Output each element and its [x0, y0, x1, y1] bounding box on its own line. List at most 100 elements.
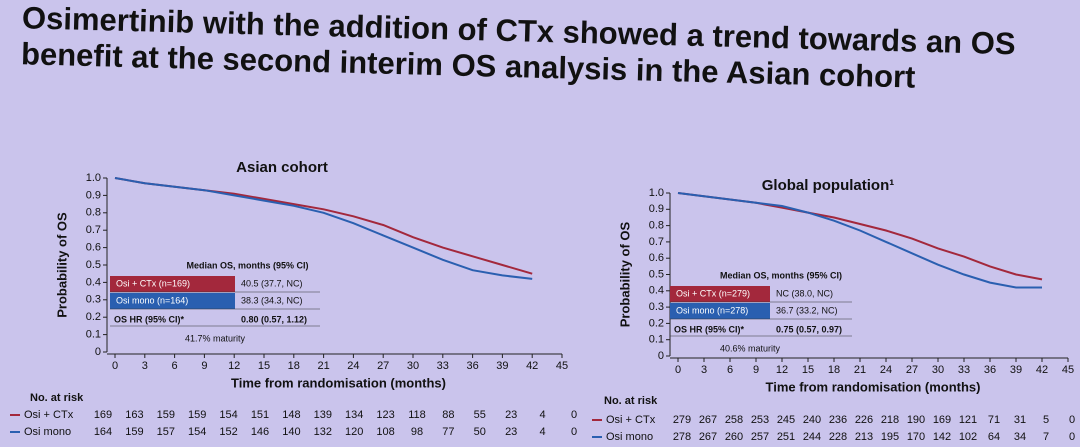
median-value: 40.5 (37.7, NC) — [241, 278, 303, 288]
x-tick-label: 36 — [466, 360, 478, 372]
at-risk-number: 190 — [907, 414, 925, 426]
at-risk-number: 88 — [442, 409, 454, 421]
at-risk-number: 77 — [442, 426, 454, 438]
median-label: Osi + CTx (n=169) — [116, 278, 190, 288]
median-label: Osi mono (n=164) — [116, 295, 188, 305]
y-axis-label: Probability of OS — [617, 221, 632, 327]
x-tick-label: 21 — [854, 364, 866, 376]
at-risk-number: 134 — [345, 409, 363, 421]
at-risk-number: 169 — [94, 409, 112, 421]
at-risk-number: 23 — [505, 409, 517, 421]
at-risk-number: 169 — [933, 414, 951, 426]
at-risk-number: 50 — [474, 426, 486, 438]
median-value: 0.80 (0.57, 1.12) — [241, 314, 307, 324]
at-risk-number: 213 — [855, 431, 873, 443]
x-tick-label: 0 — [675, 364, 681, 376]
x-tick-label: 39 — [1010, 364, 1022, 376]
y-tick-label: 1.0 — [86, 172, 101, 184]
x-tick-label: 27 — [906, 364, 918, 376]
x-tick-label: 39 — [496, 360, 508, 372]
x-tick-label: 15 — [258, 360, 270, 372]
at-risk-number: 7 — [1043, 431, 1049, 443]
y-tick-label: 0 — [95, 346, 101, 358]
legend-label: Osi mono — [606, 431, 653, 443]
y-tick-label: 0.7 — [649, 236, 664, 248]
x-tick-label: 36 — [984, 364, 996, 376]
median-label: OS HR (95% CI)* — [674, 324, 745, 334]
y-tick-label: 0.3 — [649, 301, 664, 313]
at-risk-number: 258 — [725, 414, 743, 426]
x-tick-label: 9 — [753, 364, 759, 376]
x-tick-label: 30 — [932, 364, 944, 376]
at-risk-number: 236 — [829, 414, 847, 426]
x-tick-label: 33 — [958, 364, 970, 376]
at-risk-number: 123 — [376, 409, 394, 421]
legend-label: Osi + CTx — [606, 414, 656, 426]
at-risk-number: 170 — [907, 431, 925, 443]
at-risk-number: 279 — [673, 414, 691, 426]
y-tick-label: 0.4 — [86, 276, 101, 288]
x-tick-label: 12 — [228, 360, 240, 372]
x-tick-label: 42 — [526, 360, 538, 372]
at-risk-number: 154 — [219, 409, 237, 421]
median-label: Osi + CTx (n=279) — [676, 288, 750, 298]
at-risk-number: 244 — [803, 431, 821, 443]
x-tick-label: 24 — [880, 364, 892, 376]
median-value: 36.7 (33.2, NC) — [776, 305, 838, 315]
x-tick-label: 24 — [347, 360, 359, 372]
at-risk-number: 0 — [1069, 414, 1075, 426]
y-tick-label: 0.8 — [86, 207, 101, 219]
y-tick-label: 0.1 — [649, 334, 664, 346]
y-tick-label: 0.4 — [649, 285, 664, 297]
y-tick-label: 0.6 — [86, 242, 101, 254]
risk-label: No. at risk — [604, 395, 658, 407]
at-risk-number: 132 — [314, 426, 332, 438]
at-risk-number: 257 — [751, 431, 769, 443]
at-risk-number: 164 — [94, 426, 112, 438]
y-tick-label: 0.8 — [649, 220, 664, 232]
y-tick-label: 0.2 — [86, 311, 101, 323]
y-tick-label: 0.3 — [86, 294, 101, 306]
at-risk-number: 146 — [251, 426, 269, 438]
at-risk-number: 240 — [803, 414, 821, 426]
x-tick-label: 18 — [288, 360, 300, 372]
x-tick-label: 45 — [556, 360, 568, 372]
at-risk-number: 226 — [855, 414, 873, 426]
at-risk-number: 159 — [157, 409, 175, 421]
chart-title: Global population¹ — [762, 177, 894, 194]
median-header: Median OS, months (95% CI) — [186, 260, 308, 270]
at-risk-number: 218 — [881, 414, 899, 426]
at-risk-number: 251 — [777, 431, 795, 443]
at-risk-number: 64 — [988, 431, 1000, 443]
at-risk-number: 0 — [571, 409, 577, 421]
x-tick-label: 30 — [407, 360, 419, 372]
legend-label: Osi mono — [24, 426, 71, 438]
legend-label: Osi + CTx — [24, 409, 74, 421]
at-risk-number: 55 — [474, 409, 486, 421]
at-risk-number: 23 — [505, 426, 517, 438]
y-tick-label: 0.5 — [649, 268, 664, 280]
y-tick-label: 0.1 — [86, 329, 101, 341]
at-risk-number: 151 — [251, 409, 269, 421]
y-tick-label: 0.7 — [86, 224, 101, 236]
at-risk-number: 267 — [699, 431, 717, 443]
survival-curve — [677, 192, 1042, 289]
x-tick-label: 3 — [701, 364, 707, 376]
at-risk-number: 245 — [777, 414, 795, 426]
maturity: 41.7% maturity — [185, 333, 246, 343]
at-risk-number: 121 — [959, 414, 977, 426]
at-risk-number: 267 — [699, 414, 717, 426]
x-axis-label: Time from randomisation (months) — [766, 379, 981, 394]
median-label: OS HR (95% CI)* — [114, 314, 185, 324]
median-label-cell — [110, 276, 235, 292]
x-tick-label: 3 — [142, 360, 148, 372]
x-tick-label: 21 — [317, 360, 329, 372]
at-risk-number: 4 — [540, 426, 546, 438]
at-risk-number: 195 — [881, 431, 899, 443]
at-risk-number: 152 — [219, 426, 237, 438]
x-tick-label: 6 — [172, 360, 178, 372]
at-risk-number: 108 — [376, 426, 394, 438]
